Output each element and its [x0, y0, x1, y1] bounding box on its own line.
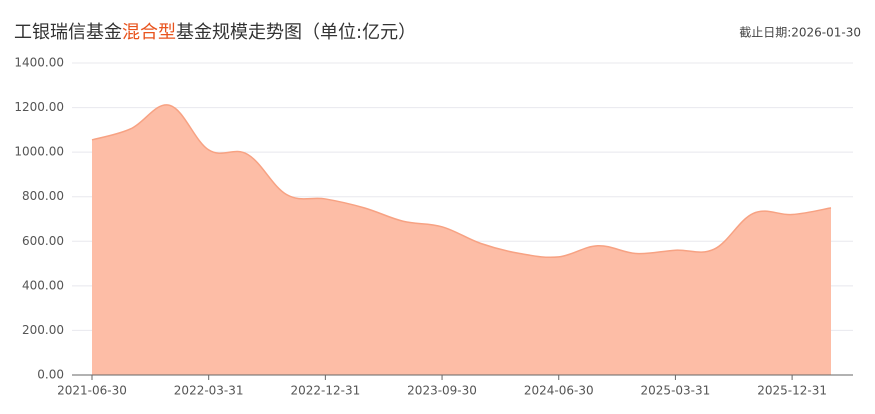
y-tick-label: 1400.00 [14, 56, 64, 70]
title-part: 工银瑞信基金 [14, 22, 122, 43]
y-tick-label: 0.00 [37, 368, 64, 382]
y-tick-label: 1200.00 [14, 100, 64, 114]
chart-title: 工银瑞信基金混合型基金规模走势图（单位:亿元） [14, 22, 416, 43]
title-part: 基金规模走势图（单位:亿元） [176, 22, 416, 43]
y-tick-label: 400.00 [22, 278, 64, 292]
x-tick-label: 2023-09-30 [407, 384, 477, 398]
x-tick-label: 2024-06-30 [524, 384, 594, 398]
x-tick-label: 2022-03-31 [174, 384, 244, 398]
x-tick-label: 2025-12-31 [757, 384, 827, 398]
x-tick-label: 2022-12-31 [290, 384, 360, 398]
line [91, 104, 832, 259]
y-tick-label: 600.00 [22, 234, 64, 248]
y-tick-label: 1000.00 [14, 145, 64, 159]
title-highlight: 混合型 [122, 22, 176, 43]
x-tick-label: 2021-06-30 [57, 384, 127, 398]
x-tick-label: 2025-03-31 [641, 384, 711, 398]
chart-subtitle: 截止日期:2026-01-30 [739, 26, 861, 40]
area [92, 104, 831, 375]
y-tick-label: 200.00 [22, 323, 64, 337]
y-tick-label: 800.00 [22, 189, 64, 203]
